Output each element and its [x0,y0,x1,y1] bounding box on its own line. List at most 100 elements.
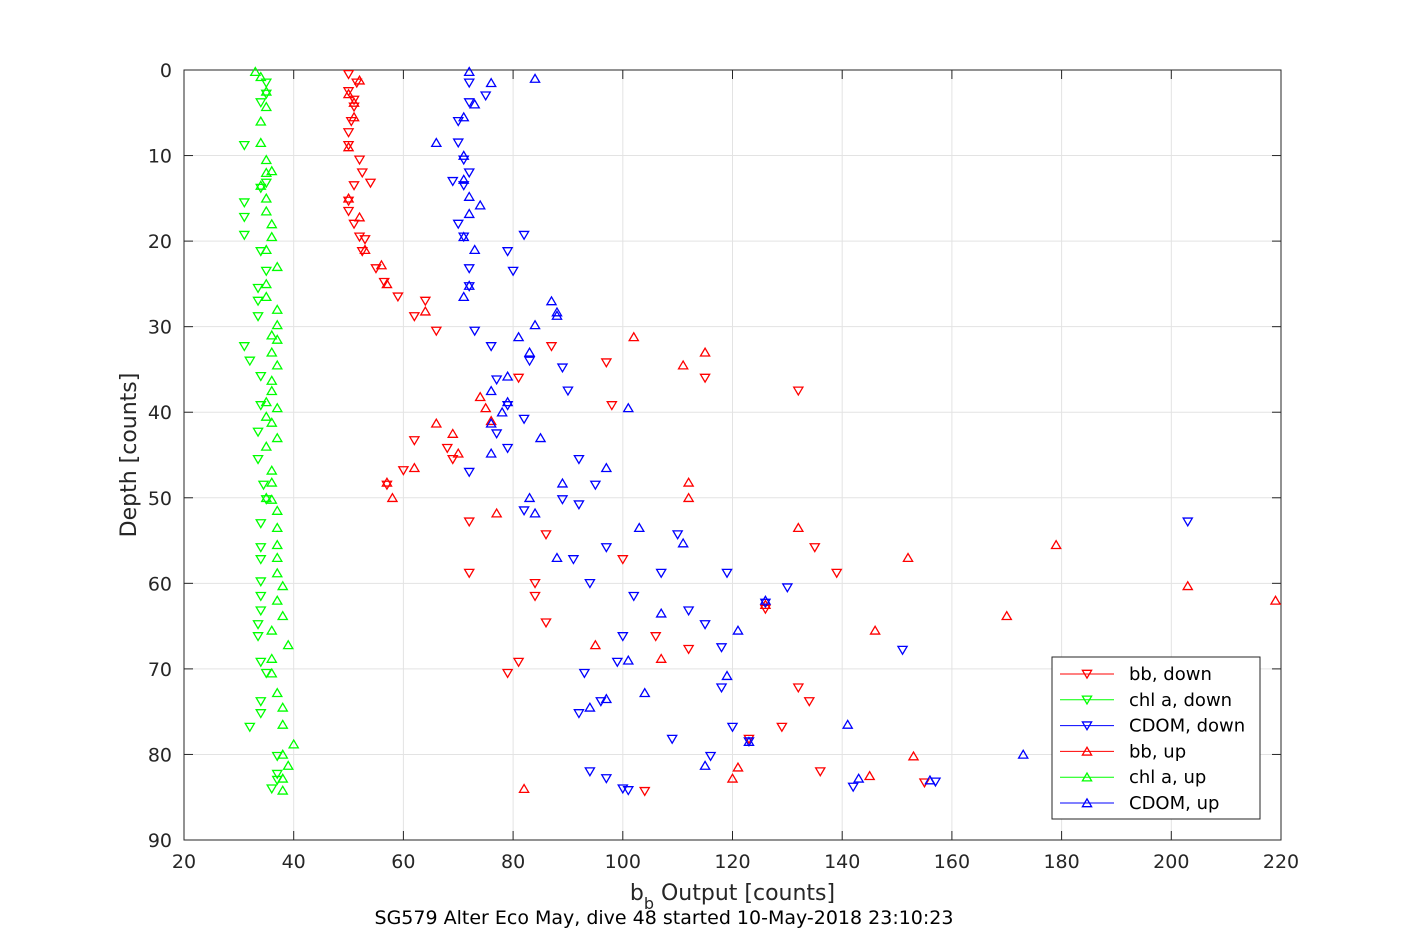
data-point [841,719,854,729]
data-point [617,632,629,642]
data-point [452,117,464,127]
data-point [447,454,459,465]
data-point [381,278,393,289]
data-point [666,734,678,745]
data-point [255,697,267,707]
data-point [518,783,530,793]
data-point [252,632,264,642]
data-point [715,683,728,694]
data-point [573,709,585,719]
data-point [721,568,733,579]
data-point [907,750,920,761]
data-point [792,522,805,533]
data-point [252,454,264,465]
data-point [255,98,267,108]
data-point [863,770,876,781]
data-point [896,645,909,656]
data-point [408,462,421,473]
data-point [276,719,289,729]
data-point [1269,595,1282,605]
legend-box [1051,656,1261,820]
data-point [266,653,278,663]
data-point [260,154,273,165]
data-point [468,244,481,254]
y-tick-labels: 0 10 20 30 40 50 60 70 80 90 [148,60,172,852]
data-point [255,543,267,553]
data-point [474,199,486,210]
data-point [589,480,602,491]
data-point [266,231,278,242]
data-point [266,476,278,487]
data-point [551,306,563,317]
data-point [869,624,881,635]
data-point [342,87,355,97]
data-point [271,595,283,605]
data-point [628,331,640,342]
x-tick-label: 160 [934,851,970,873]
data-point [902,552,914,562]
data-point [260,278,273,289]
data-point [276,610,289,621]
data-point [260,85,273,96]
data-point [408,436,421,446]
data-point [260,396,273,407]
data-point [776,722,788,733]
data-point [759,595,772,605]
data-point [342,192,355,203]
data-point [1182,580,1194,591]
data-point [463,282,475,292]
data-point [540,618,552,629]
data-point [244,356,256,367]
data-point [726,722,739,733]
data-point [463,467,475,478]
data-point [485,417,497,428]
series-3 [342,74,1282,793]
y-tick-label: 30 [148,317,172,339]
data-point [490,375,503,386]
data-point [556,363,569,374]
data-point [501,247,514,257]
data-point [852,772,865,783]
series-2 [447,78,1194,796]
data-point [238,230,251,241]
data-point [682,492,695,503]
data-point [468,326,481,337]
data-point [584,579,596,589]
data-point [809,543,821,553]
data-point [452,447,464,458]
data-point [457,155,470,166]
y-tick-label: 10 [148,146,172,168]
data-point [238,140,251,151]
legend-label: bb, up [1129,741,1186,762]
x-tick-label: 180 [1043,851,1079,873]
data-point [266,417,278,427]
data-point [260,78,273,89]
data-point [282,760,294,770]
data-point [512,657,525,668]
legend-marker [1081,771,1093,782]
data-point [447,176,459,187]
data-point [266,784,278,795]
data-point [238,212,251,223]
data-point [260,244,273,254]
data-point [463,98,475,108]
data-point [266,624,278,635]
data-point [260,266,273,277]
data-point [457,150,470,160]
data-point [617,555,629,565]
data-point [266,329,278,340]
data-point [463,264,475,274]
data-point [501,396,514,407]
data-point [578,668,591,679]
data-point [721,670,733,681]
data-point [266,375,278,385]
data-point [540,530,552,540]
data-point [255,371,267,382]
data-point [342,88,355,99]
data-point [457,111,470,122]
data-point [743,734,755,745]
data-point [271,402,283,413]
data-point [649,632,662,642]
data-point [600,462,613,473]
data-point [381,480,393,491]
